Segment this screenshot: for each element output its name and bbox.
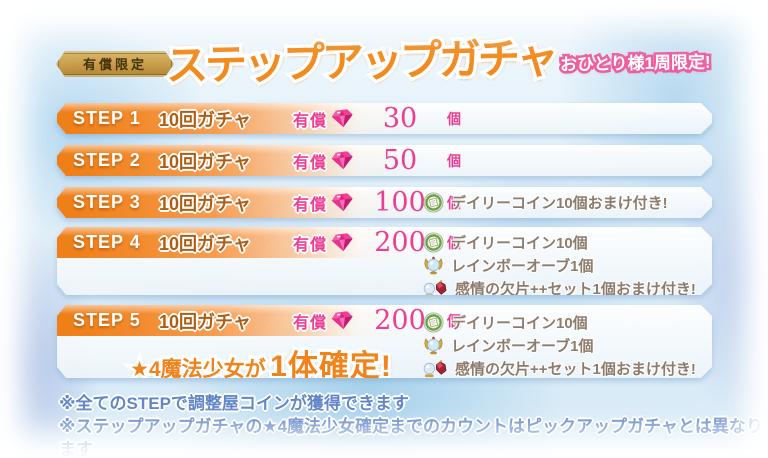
- step-label: STEP 1: [73, 108, 141, 128]
- daily-coin-icon: [423, 192, 444, 213]
- gacha-count-label: 10回ガチャ: [159, 151, 251, 172]
- gacha-count-label: 10回ガチャ: [159, 109, 251, 130]
- bonus-line: レインボーオーブ1個: [423, 254, 696, 277]
- paid-gem-icon: [330, 310, 355, 331]
- step-row-4: STEP 4 10回ガチャ 有償 200 個 デイリーコイン10個 レインボーオ…: [57, 227, 712, 295]
- paid-gem-cost: 200: [374, 227, 426, 258]
- paid-limited-ribbon: 有償限定: [56, 51, 174, 77]
- bonus-text: 感情の欠片++セット1個おまけ付き!: [455, 361, 696, 378]
- note-line: ※ステップアップガチャの★4魔法少女確定までのカウントはピックアップガチャとは異…: [59, 417, 763, 458]
- bonus-line: デイリーコイン10個: [423, 311, 696, 334]
- paid-gem-icon: [330, 192, 355, 213]
- bonus-text: デイリーコイン10個おまけ付き!: [451, 195, 668, 212]
- per-person-limit-text: おひとり様1周限定!: [559, 52, 711, 75]
- rainbow-orb-icon: [423, 335, 444, 356]
- cost-unit: 個: [447, 110, 462, 127]
- gacha-count-label: 10回ガチャ: [159, 193, 251, 214]
- daily-coin-icon: [423, 232, 444, 253]
- bonus-line: 感情の欠片++セット1個おまけ付き!: [423, 357, 696, 380]
- bonus-line: デイリーコイン10個おまけ付き!: [423, 191, 668, 214]
- step-row-1: STEP 1 10回ガチャ 有償 30 個: [57, 103, 712, 134]
- emotion-fragment-icon: [423, 358, 448, 379]
- cost-unit: 個: [447, 152, 462, 169]
- paid-gem-cost: 100: [374, 187, 426, 218]
- note-line: ※全てのSTEPで調整屋コインが獲得できます: [59, 394, 409, 413]
- bonus-line: 感情の欠片++セット1個おまけ付き!: [423, 277, 696, 300]
- bonus-text: デイリーコイン10個: [451, 235, 588, 252]
- paid-gem-icon: [330, 150, 355, 171]
- step-label: STEP 5: [73, 310, 141, 330]
- paid-label: 有償: [293, 154, 328, 172]
- step-label: STEP 3: [73, 192, 141, 212]
- page-title-text: ステップアップガチャ: [165, 34, 557, 90]
- paid-label: 有償: [293, 314, 328, 332]
- page-title: ステップアップガチャ ステップアップガチャ: [162, 31, 559, 93]
- paid-label: 有償: [293, 112, 328, 130]
- bonus-text: デイリーコイン10個: [451, 315, 588, 332]
- star4-guarantee: ★4魔法少女が ★4魔法少女が 1体確定! 1体確定!: [130, 350, 392, 383]
- cost-unit: 個: [447, 194, 462, 211]
- bonus-text: レインボーオーブ1個: [451, 338, 594, 355]
- guarantee-main-text: 1体確定!: [270, 350, 392, 383]
- paid-gem-cost: 200: [374, 305, 426, 336]
- cost-unit: 個: [447, 312, 462, 329]
- step-label: STEP 4: [73, 232, 141, 252]
- per-person-limit-badge: おひとり様1周限定! おひとり様1周限定!: [557, 50, 713, 77]
- gacha-count-label: 10回ガチャ: [159, 311, 251, 332]
- daily-coin-icon: [423, 312, 444, 333]
- emotion-fragment-icon: [423, 278, 448, 299]
- footer-notes: ※全てのSTEPで調整屋コインが獲得できます ※ステップアップガチャの★4魔法少…: [59, 392, 768, 458]
- paid-label: 有償: [293, 196, 328, 214]
- bonus-text: レインボーオーブ1個: [451, 258, 594, 275]
- paid-label: 有償: [293, 236, 328, 254]
- paid-gem-cost: 30: [382, 103, 418, 134]
- paid-gem-cost: 50: [382, 145, 418, 176]
- rainbow-orb-icon: [423, 255, 444, 276]
- step-row-3: STEP 3 10回ガチャ 有償 100 個 デイリーコイン10個おまけ付き!: [57, 187, 712, 218]
- step-row-2: STEP 2 10回ガチャ 有償 50 個: [57, 145, 712, 176]
- guarantee-prefix-text: ★4魔法少女が: [130, 358, 266, 381]
- cost-unit: 個: [447, 234, 462, 251]
- paid-limited-label: 有償限定: [82, 56, 147, 72]
- paid-gem-icon: [330, 108, 355, 129]
- bonus-line: レインボーオーブ1個: [423, 334, 696, 357]
- bonus-line: デイリーコイン10個: [423, 231, 696, 254]
- gacha-count-label: 10回ガチャ: [159, 233, 251, 254]
- bonus-text: 感情の欠片++セット1個おまけ付き!: [455, 281, 696, 298]
- paid-gem-icon: [330, 232, 355, 253]
- step-label: STEP 2: [73, 150, 141, 170]
- step-row-5: STEP 5 10回ガチャ 有償 200 個 ★4魔法少女が ★4魔法少女が 1…: [57, 305, 712, 378]
